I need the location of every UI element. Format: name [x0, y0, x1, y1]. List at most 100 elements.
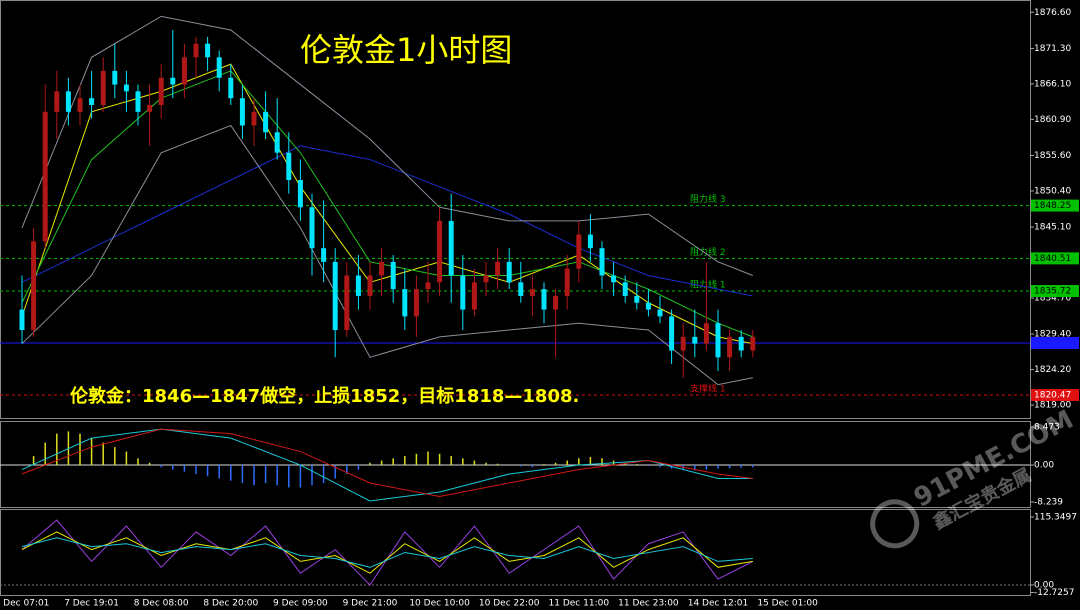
candle-body: [193, 43, 199, 58]
y-tick-label: 1876.60: [1034, 8, 1071, 18]
candle-body: [437, 220, 443, 283]
y-tick-label: 1871.30: [1034, 44, 1071, 54]
candle-body: [576, 234, 582, 269]
candle-body: [587, 234, 593, 249]
candle-body: [274, 132, 280, 153]
indicator-line: [21, 124, 753, 386]
watermark-logo: [870, 499, 920, 549]
chart-title: 伦敦金1小时图: [300, 31, 512, 69]
level-label: 阻力线 1: [690, 279, 726, 291]
candle-body: [123, 84, 129, 92]
candle-body: [54, 91, 60, 112]
level-label: 阻力线 3: [690, 193, 726, 205]
y-tick-label: -8.239: [1034, 498, 1063, 508]
candle-body: [529, 289, 535, 296]
candle-body: [112, 70, 118, 85]
x-tick-label: 10 Dec 22:00: [479, 599, 540, 609]
candle-body: [622, 282, 628, 296]
main-panel: [0, 0, 1031, 419]
price-box-label: 1820.47: [1034, 391, 1071, 401]
candle-body: [228, 77, 234, 99]
indicator-line: [21, 531, 753, 574]
candle-body: [471, 282, 477, 310]
y-tick-label: 0.00: [1034, 580, 1054, 590]
y-tick-label: 115.3497: [1034, 512, 1077, 522]
candle-body: [460, 275, 466, 310]
level-label: 支撑线 1: [690, 383, 726, 395]
price-box: [1031, 252, 1079, 265]
candle-body: [680, 336, 686, 351]
x-tick-label: 10 Dec 10:00: [409, 599, 470, 609]
price-box-label: 1848.25: [1034, 201, 1071, 211]
candle-body: [135, 91, 141, 112]
price-box: [1031, 285, 1079, 298]
candle-body: [738, 336, 744, 351]
indicator-line: [21, 537, 753, 568]
price-box: [1031, 389, 1079, 402]
candle-body: [181, 57, 187, 85]
y-tick-label: 0.00: [1034, 461, 1054, 471]
candle-body: [205, 43, 211, 58]
y-tick-label: 1819.00: [1034, 401, 1071, 411]
candle-body: [692, 336, 698, 344]
candle-body: [495, 261, 501, 276]
candle-body: [402, 289, 408, 317]
candle-body: [332, 261, 338, 331]
y-tick-label: 1829.40: [1034, 330, 1071, 340]
price-box: [1031, 336, 1079, 349]
price-box-label: 1840.51: [1034, 254, 1071, 264]
candle-body: [483, 275, 489, 283]
candle-body: [42, 111, 48, 242]
indicator-line: [21, 15, 753, 276]
candle-body: [321, 248, 327, 262]
x-tick-label: 14 Dec 12:01: [688, 599, 749, 609]
x-tick-label: 11 Dec 11:00: [549, 599, 610, 609]
candle-body: [669, 316, 675, 351]
candle-body: [750, 336, 756, 351]
candle-body: [506, 261, 512, 283]
y-tick-label: 1855.60: [1034, 151, 1071, 161]
candle-body: [19, 309, 25, 331]
macd-panel: [0, 421, 1031, 508]
candle-body: [413, 289, 419, 317]
y-tick-label: 1845.10: [1034, 223, 1071, 233]
indicator-line: [21, 428, 753, 502]
y-tick-label: 8.473: [1034, 423, 1060, 433]
candle-body: [645, 302, 651, 310]
x-tick-label: 7 Dec 07:01: [0, 599, 49, 609]
candle-body: [31, 241, 37, 331]
candle-body: [65, 91, 71, 112]
candle-body: [89, 98, 95, 106]
annotation: 伦敦金：1846—1847做空，止损1852，目标1818—1808.: [70, 385, 579, 407]
candle-body: [309, 207, 315, 249]
indicator-line: [21, 428, 753, 497]
candle-body: [518, 282, 524, 296]
x-tick-label: 15 Dec 01:00: [757, 599, 818, 609]
candle-body: [564, 268, 570, 296]
y-tick-label: 1866.10: [1034, 79, 1071, 89]
candle-body: [448, 220, 454, 276]
candle-body: [77, 98, 83, 112]
candle-body: [100, 70, 106, 106]
candle-body: [703, 323, 709, 344]
candle-body: [344, 275, 350, 331]
candle-body: [541, 289, 547, 310]
candle-body: [297, 180, 303, 208]
x-tick-label: 11 Dec 23:00: [618, 599, 679, 609]
y-tick-label: 1834.70: [1034, 293, 1071, 303]
candle-body: [390, 261, 396, 290]
price-box-label: 1835.72: [1034, 287, 1071, 297]
candle-body: [611, 275, 617, 283]
candle-body: [553, 295, 559, 310]
x-tick-label: 9 Dec 09:00: [273, 599, 328, 609]
candle-body: [147, 105, 153, 112]
candle-body: [355, 275, 361, 296]
candle-body: [251, 111, 257, 126]
candle-body: [263, 111, 269, 133]
candle-body: [158, 77, 164, 106]
candle-body: [425, 282, 431, 290]
x-tick-label: 7 Dec 19:01: [64, 599, 119, 609]
y-tick-label: 1860.90: [1034, 115, 1071, 125]
